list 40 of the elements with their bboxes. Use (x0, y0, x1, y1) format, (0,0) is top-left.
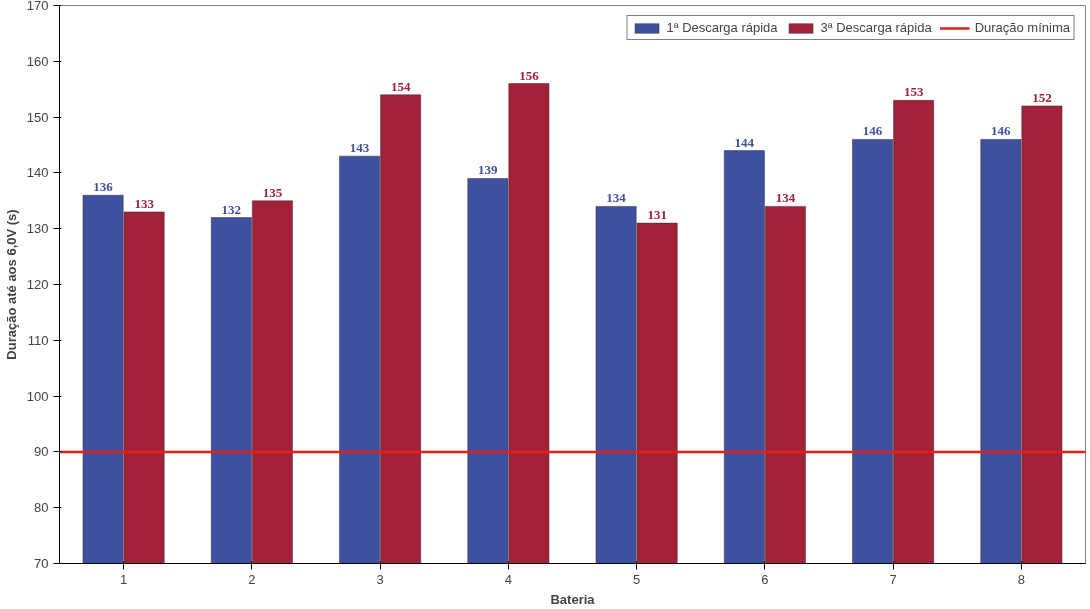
x-axis-title: Bateria (550, 591, 596, 607)
y-tick-label: 150 (26, 109, 49, 125)
x-tick-label: 6 (761, 571, 769, 587)
data-label: 153 (903, 84, 924, 100)
x-tick-label: 5 (633, 571, 641, 587)
data-label: 143 (349, 140, 370, 156)
y-tick-label: 80 (34, 500, 49, 516)
x-tick-label: 7 (889, 571, 897, 587)
data-label: 134 (606, 190, 627, 206)
y-tick-label: 140 (26, 165, 49, 181)
x-tick-label: 8 (1017, 571, 1025, 587)
data-label: 132 (221, 201, 242, 217)
legend-label: 1ª Descarga rápida (666, 20, 778, 35)
data-label: 152 (1032, 89, 1052, 105)
y-tick-label: 110 (27, 332, 49, 348)
x-tick-label: 3 (376, 571, 384, 587)
data-label: 133 (134, 195, 155, 211)
data-label: 154 (390, 78, 411, 94)
data-label: 134 (775, 190, 796, 206)
y-tick-label: 130 (26, 221, 49, 237)
y-tick-label: 100 (26, 388, 49, 404)
data-label: 146 (991, 123, 1012, 139)
data-label: 146 (862, 123, 883, 139)
data-label: 131 (647, 207, 667, 223)
data-label: 144 (734, 134, 755, 150)
x-tick-label: 4 (504, 571, 512, 587)
y-axis-title: Duração até aos 6,0V (s) (3, 209, 19, 360)
data-label: 139 (478, 162, 499, 178)
x-tick-label: 1 (120, 571, 128, 587)
data-label: 156 (519, 67, 540, 83)
legend-label: 3ª Descarga rápida (820, 20, 932, 35)
y-tick-label: 120 (26, 277, 49, 292)
y-tick-label: 70 (34, 556, 49, 571)
y-tick-label: 160 (26, 53, 49, 69)
data-label: 136 (93, 179, 114, 195)
data-label: 135 (262, 184, 283, 200)
y-tick-label: 170 (26, 0, 49, 13)
y-tick-label: 90 (34, 444, 49, 460)
x-tick-label: 2 (248, 571, 256, 587)
legend-label: Duração mínima (974, 20, 1070, 35)
